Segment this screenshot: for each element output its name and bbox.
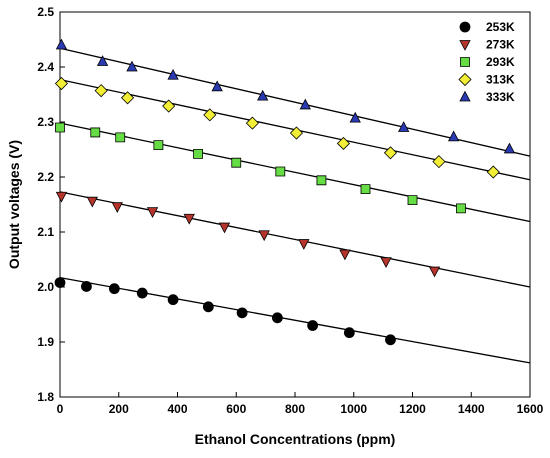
point-273K [218, 222, 231, 234]
point-273K [428, 266, 441, 278]
point-333K [167, 68, 179, 80]
point-273K [111, 202, 123, 214]
x-tick-label: 800 [285, 402, 305, 416]
y-tick-label: 1.9 [37, 335, 54, 349]
point-253K [108, 283, 120, 295]
point-313K [383, 146, 398, 160]
point-273K [146, 207, 159, 219]
point-273K [339, 249, 351, 261]
point-253K [236, 307, 248, 319]
point-333K [257, 89, 269, 101]
point-333K [349, 111, 361, 123]
x-tick-label: 1000 [340, 402, 367, 416]
legend-label: 313K [486, 73, 515, 87]
point-313K [289, 126, 304, 140]
legend-marker-293K [460, 57, 470, 67]
point-293K [316, 175, 327, 186]
y-tick-label: 2.5 [37, 5, 54, 19]
axis-ticks: 0 200 400 600 800 1000 1200 1400 1600 1.8 1.9 2.0 2.… [37, 5, 543, 416]
point-333K [503, 142, 516, 154]
point-253K [343, 327, 355, 339]
y-tick-label: 2.2 [37, 170, 54, 184]
point-293K [193, 148, 203, 159]
x-tick-label: 0 [57, 402, 64, 416]
x-tick-label: 1400 [458, 402, 485, 416]
point-253K [136, 287, 148, 299]
point-333K [299, 98, 311, 110]
legend: 253K 273K 293K 313K 333K [458, 20, 515, 104]
y-tick-label: 2.0 [37, 280, 54, 294]
point-333K [211, 80, 223, 92]
legend-label: 293K [486, 55, 515, 69]
point-313K [336, 136, 351, 151]
x-axis-title: Ethanol Concentrations (ppm) [195, 431, 396, 447]
point-313K [486, 165, 500, 179]
legend-marker-333K [459, 90, 471, 102]
point-273K [380, 257, 392, 269]
point-313K [94, 84, 108, 98]
y-tick-label: 2.1 [37, 225, 54, 239]
point-253K [385, 334, 396, 346]
y-tick-label: 2.4 [37, 60, 54, 74]
point-333K [96, 55, 109, 66]
point-313K [432, 155, 446, 169]
point-273K [298, 239, 310, 250]
legend-marker-253K [459, 21, 471, 33]
legend-label: 273K [486, 38, 515, 52]
y-axis-title: Output voltages (V) [6, 140, 22, 269]
point-273K [258, 230, 270, 242]
point-253K [271, 312, 283, 324]
point-293K [456, 203, 466, 214]
point-253K [54, 277, 66, 289]
point-293K [407, 195, 418, 206]
point-253K [167, 294, 179, 306]
point-253K [307, 320, 319, 331]
x-tick-label: 400 [167, 402, 187, 416]
legend-label: 253K [486, 20, 515, 34]
x-tick-label: 1600 [517, 402, 544, 416]
point-293K [55, 122, 65, 133]
y-tick-label: 2.3 [37, 115, 54, 129]
point-313K [245, 116, 259, 130]
y-tick-label: 1.8 [37, 390, 54, 404]
point-313K [162, 99, 176, 113]
point-333K [55, 38, 68, 50]
point-293K [360, 184, 371, 195]
x-tick-label: 600 [226, 402, 246, 416]
point-273K [183, 213, 195, 225]
point-273K [55, 191, 68, 203]
point-293K [231, 157, 242, 168]
x-tick-label: 1200 [399, 402, 426, 416]
point-313K [120, 91, 135, 105]
fit-line-253K [59, 277, 531, 364]
legend-marker-273K [459, 40, 471, 51]
legend-label: 333K [486, 90, 515, 104]
point-293K [115, 132, 126, 143]
data-points [54, 38, 516, 346]
point-333K [447, 130, 460, 142]
point-333K [398, 121, 410, 132]
legend-marker-313K [458, 72, 472, 87]
x-tick-label: 200 [109, 402, 129, 416]
point-253K [81, 281, 92, 292]
point-313K [54, 76, 69, 91]
point-293K [153, 140, 164, 151]
fit-line-273K [59, 191, 531, 288]
point-333K [126, 60, 138, 72]
point-293K [90, 127, 101, 138]
point-293K [275, 166, 286, 177]
point-313K [203, 108, 217, 122]
point-253K [202, 301, 214, 313]
fit-line-293K [59, 122, 531, 223]
point-273K [86, 196, 98, 208]
